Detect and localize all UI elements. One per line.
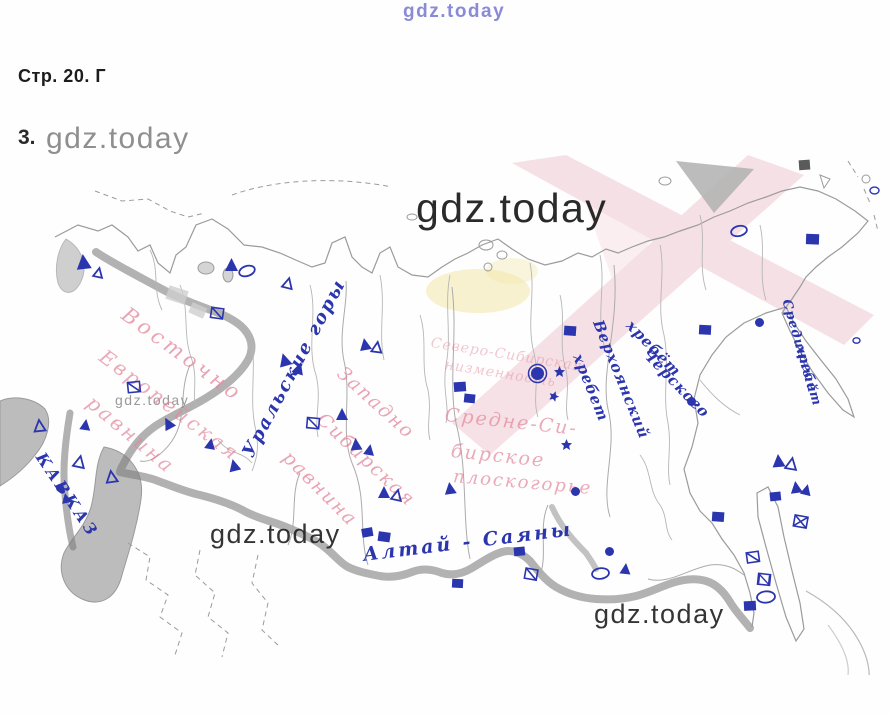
river-ob [341,280,369,566]
russia-contour-map [0,155,879,675]
arctic-islands [406,174,871,272]
lake-onega [222,267,234,283]
river-volga [139,364,191,462]
river-amur [647,564,745,581]
baltic-sea [55,238,85,293]
stamp-gray-triangle [676,161,754,213]
sakhalin-island [756,486,805,643]
exercise-number: 3. [18,126,36,149]
lakes [197,261,599,572]
river-lena [605,264,616,518]
pencil-hatch [165,285,208,319]
coastlines [54,186,870,675]
gdz-watermark: gdz.today [403,1,506,22]
lake-baikal [549,504,599,572]
rivers [139,264,745,581]
caspian-sea [60,446,143,603]
river-yenisei [451,286,471,560]
gdz-watermark: gdz.today [46,122,190,155]
sea-shading [0,238,143,603]
black-sea [0,397,50,487]
internal-contours [149,214,767,541]
page-heading: Стр. 20. Г [18,66,107,86]
lake-ladoga [197,261,215,275]
japan-outline [805,590,870,675]
highlight-yellow-blob [426,258,538,313]
dashed-borders [94,160,879,658]
